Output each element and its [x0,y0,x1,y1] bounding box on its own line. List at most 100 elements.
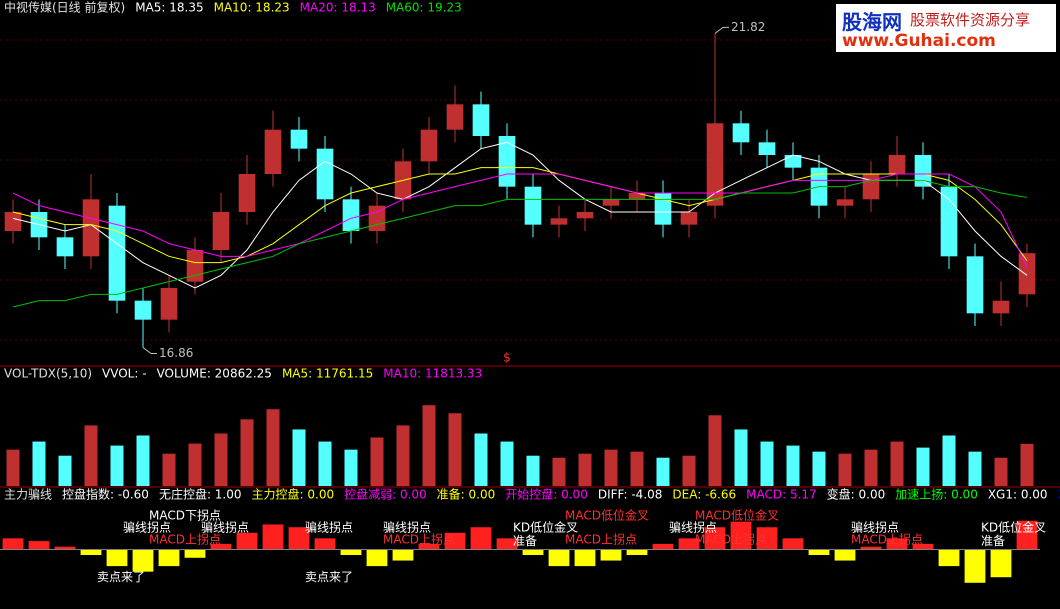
bar [574,549,596,567]
bar [860,546,882,550]
bar [318,441,332,486]
bar [938,549,960,567]
header-item: 控盘减弱: 0.00 [344,487,427,502]
ma-line [12,173,1028,268]
header-item: MA5: 11761.15 [282,367,373,381]
bar [288,527,310,550]
candle-body [446,104,464,130]
bar [110,445,124,486]
candle-body [108,205,126,301]
signal-label: KD低位金叉 [981,520,1046,535]
bar [812,451,826,486]
header-item: 控盘指数: -0.60 [62,487,149,502]
watermark-brand: 股海网 [842,10,902,34]
candle-body [576,212,594,219]
bar [522,549,544,555]
candle-body [680,212,698,225]
ma-line [12,141,1028,289]
candle-body [82,199,100,257]
extreme-pointer [142,347,157,355]
candle-body [160,288,178,320]
header-item: VVOL: - [102,367,147,381]
candle-body [628,193,646,200]
signal-label: MACD上拐点 [695,532,767,547]
header-item: 中视传媒(日线 前复权) [4,0,125,15]
candle-body [732,123,750,143]
header-item: XG2: 0.00 [1058,488,1060,502]
bar [54,546,76,550]
header-item: 加速上扬: 0.00 [895,487,978,502]
bar [396,425,410,486]
header-item: DEA: -6.66 [672,488,736,502]
bar [106,549,128,567]
bar [32,441,46,486]
bar [496,538,518,550]
header-item: 准备: 0.00 [437,488,496,502]
bar [236,532,258,550]
candle-body [862,174,880,200]
bar [6,449,20,486]
header-item: 主力控盘: 0.00 [252,487,335,502]
extreme-label: 21.82 [731,20,765,34]
signal-label: MACD低位金叉 [695,508,779,523]
candle-body [4,212,22,231]
bar [314,538,336,550]
header-item: MA10: 18.23 [214,1,290,15]
candle-body [472,104,490,136]
bar [266,409,280,486]
bar [890,441,904,486]
bar [214,433,228,486]
bar [184,549,206,558]
bar [864,449,878,486]
bar [942,435,956,486]
bar [474,433,488,486]
bar [366,549,388,567]
bar [418,543,440,550]
bar [916,447,930,486]
candle-body [264,129,282,174]
signal-label: 骗线拐点 [383,520,431,535]
candle-body [56,237,74,257]
bar [730,521,752,550]
bar [470,527,492,550]
bar [132,549,154,572]
bar [808,549,830,555]
candle-body [316,148,334,200]
bar [28,541,50,550]
signal-label: 骗线拐点 [201,520,249,535]
candle-body [1018,253,1036,295]
signal-label: 卖点来了 [305,570,353,584]
candle-body [784,155,802,168]
bar [392,549,414,561]
bar [292,429,306,486]
signal-label: 准备 [513,534,537,548]
bar [262,524,284,550]
candle-body [186,250,204,282]
bar [678,538,700,550]
signal-label: KD低位金叉 [513,520,578,535]
candle-body [654,193,672,225]
signal-label: MACD上拐点 [851,532,923,547]
candle-body [368,205,386,231]
signal-label: MACD上拐点 [149,532,221,547]
candle-body [238,174,256,212]
bar [240,419,254,486]
bar [834,549,856,561]
candle-body [966,256,984,314]
candle-body [342,199,360,231]
bar [548,549,570,567]
candle-body [290,129,308,149]
header-item: VOL-TDX(5,10) [4,367,92,381]
bar [682,455,696,486]
bar [80,549,102,555]
bar [968,451,982,486]
header-item: DIFF: -4.08 [598,488,663,502]
candle-body [602,199,620,206]
ma-line [12,179,1028,308]
signal-label: 骗线拐点 [123,520,171,535]
header-item: VOLUME: 20862.25 [157,367,272,381]
bar [782,538,804,550]
